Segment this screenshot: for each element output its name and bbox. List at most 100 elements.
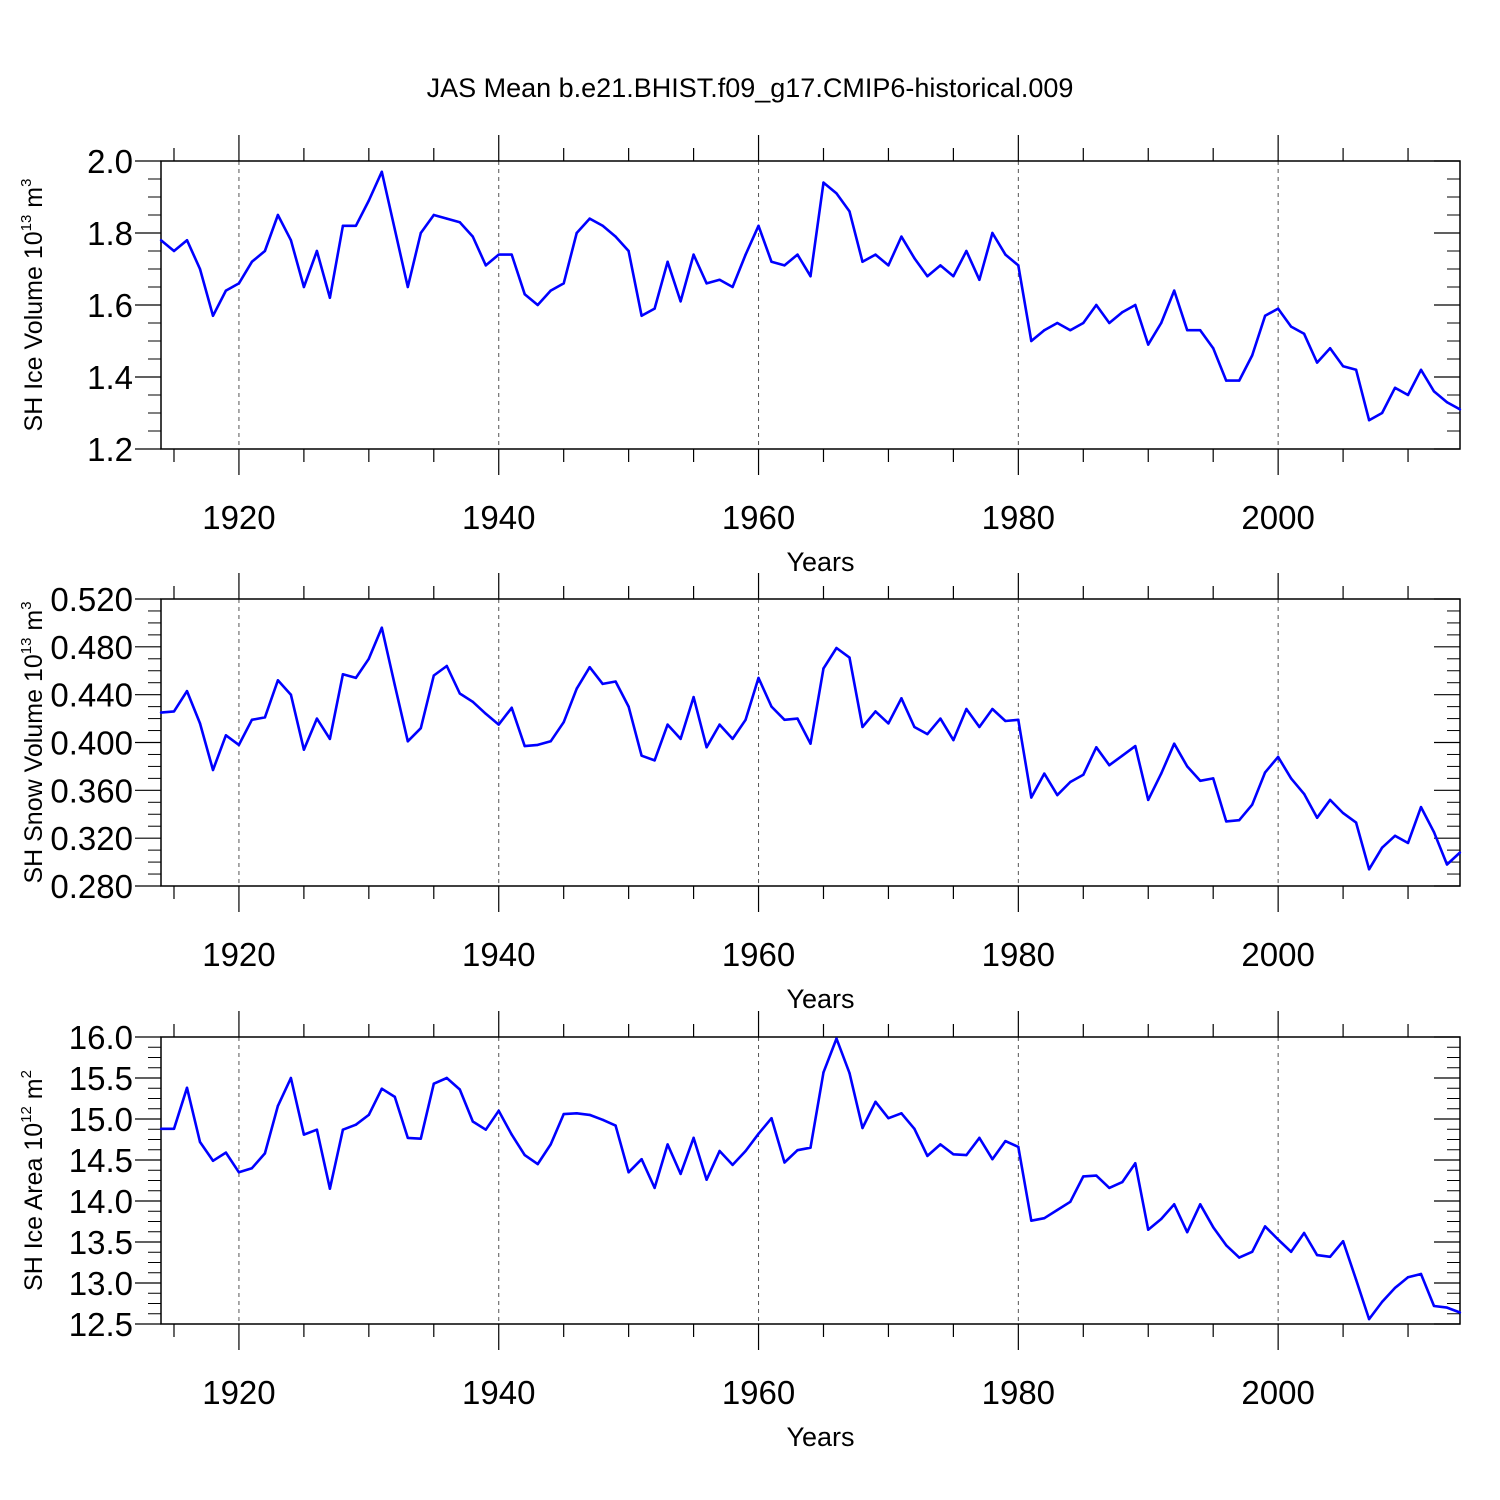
data-point (380, 626, 384, 629)
y-axis-label-exp: 13 (18, 638, 35, 655)
data-point (679, 737, 682, 741)
y-axis-label-text: SH Ice Volume 10 (20, 231, 48, 431)
data-point (1017, 718, 1020, 721)
data-point (900, 1112, 903, 1115)
data-point (1095, 746, 1098, 749)
x-tick-label: 2000 (1241, 499, 1314, 536)
data-point (1432, 830, 1436, 834)
y-axis-label-exp: 13 (18, 215, 35, 232)
x-tick-label: 1940 (462, 936, 535, 973)
data-point (1432, 1304, 1436, 1308)
y-tick-label: 1.2 (87, 431, 133, 468)
data-point (1393, 834, 1397, 837)
data-point (315, 1128, 319, 1131)
data-point (458, 221, 461, 224)
data-point (328, 296, 332, 299)
data-point (874, 710, 877, 713)
panel-snow-volume: 1920 1940 1960 1980 2000 Years 0.280 0.320 0.360… (18, 573, 1462, 1014)
data-point (302, 285, 306, 289)
data-point (1380, 1300, 1384, 1304)
data-point (1121, 754, 1124, 757)
data-point (588, 665, 591, 669)
data-point (1030, 339, 1033, 343)
y-tick-label: 2.0 (87, 143, 133, 180)
data-point (1147, 1228, 1150, 1231)
data-point (1250, 1250, 1254, 1254)
y-axis-label-unit-exp: 3 (18, 179, 35, 187)
data-point (627, 249, 630, 253)
data-point (198, 1140, 202, 1144)
data-point (380, 1087, 384, 1090)
data-point (952, 738, 955, 742)
data-point (731, 285, 734, 289)
data-point (1419, 1272, 1423, 1276)
data-point (848, 1071, 851, 1075)
x-axis-label: Years (786, 984, 854, 1014)
data-point (1211, 1226, 1215, 1229)
data-point (718, 1149, 721, 1153)
x-tick-label: 1920 (202, 936, 275, 973)
y-axis-label-unit: m (20, 1078, 48, 1106)
data-point (1224, 1244, 1228, 1247)
data-point (1263, 1225, 1267, 1228)
data-point (1069, 780, 1072, 784)
data-point (757, 676, 760, 680)
data-point (419, 726, 422, 730)
data-point (1406, 1276, 1410, 1279)
data-point (835, 1037, 838, 1040)
data-point (484, 264, 487, 267)
data-point (510, 706, 513, 710)
data-point (770, 260, 773, 263)
data-point (744, 718, 747, 721)
y-tick-label: 13.5 (69, 1224, 133, 1261)
data-point (887, 1116, 890, 1120)
x-tick-label: 1920 (202, 1374, 275, 1411)
data-point (510, 1133, 513, 1136)
data-point (744, 1149, 747, 1153)
y-axis-label-unit-exp: 2 (18, 1070, 35, 1078)
y-tick-label: 1.6 (87, 287, 133, 324)
data-point (549, 289, 552, 292)
data-point (367, 1113, 371, 1117)
data-point (1276, 307, 1280, 310)
data-point (666, 260, 669, 263)
data-point (224, 734, 228, 737)
data-point (861, 1126, 864, 1130)
data-point (1458, 851, 1462, 854)
data-point (549, 1143, 552, 1146)
data-point (1082, 321, 1085, 325)
y-tick-label: 0.280 (50, 868, 133, 905)
y-tick-label: 16.0 (69, 1019, 133, 1056)
data-point (939, 1143, 942, 1146)
data-point (1237, 379, 1241, 382)
data-point (1211, 777, 1215, 780)
data-point (432, 1082, 435, 1085)
data-point (965, 249, 968, 253)
data-point (497, 1109, 500, 1113)
data-point (926, 275, 929, 278)
data-point (1263, 771, 1267, 774)
data-point (185, 1086, 189, 1090)
y-tick-label: 1.8 (87, 215, 133, 252)
data-point (380, 170, 384, 173)
data-point (848, 656, 851, 659)
data-point (458, 692, 461, 695)
data-point (445, 664, 448, 668)
y-axis-label: SH Ice Area 1012 m2 (18, 1070, 48, 1291)
x-tick-label: 1980 (982, 1374, 1055, 1411)
data-point (666, 723, 669, 726)
y-axis-label: SH Ice Volume 1013 m3 (18, 179, 48, 432)
data-point (991, 231, 994, 235)
data-point (757, 1132, 760, 1135)
data-point (393, 228, 397, 231)
data-point (627, 1171, 630, 1174)
data-point (1004, 719, 1007, 723)
data-point (1380, 846, 1384, 849)
data-point (523, 1153, 526, 1157)
data-point (510, 253, 513, 256)
data-point (406, 1136, 410, 1140)
panel-ice-volume: 1920 1940 1960 1980 2000 Years 1.2 1.4 1.6 1.8 2.0… (18, 135, 1462, 577)
data-point (1445, 401, 1449, 404)
data-point (1380, 411, 1384, 415)
